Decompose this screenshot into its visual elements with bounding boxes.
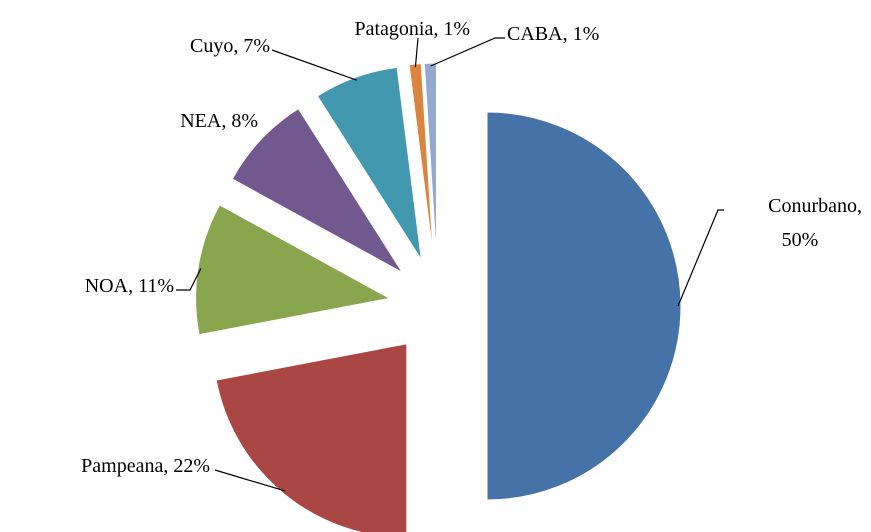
label-category: Patagonia (354, 18, 433, 40)
data-label: NOA, 11% (85, 275, 174, 297)
leader-line (677, 209, 724, 307)
label-category: Pampeana (81, 455, 163, 477)
leader-line (271, 49, 357, 81)
data-label: NEA, 8% (180, 110, 258, 132)
label-value: 22% (173, 455, 210, 477)
data-label: Patagonia, 1% (354, 18, 470, 40)
leader-line (430, 37, 505, 67)
label-value: 1% (443, 18, 470, 40)
leader-line (214, 469, 286, 492)
data-label: Pampeana, 22% (81, 455, 210, 477)
label-value: 1% (573, 23, 600, 45)
label-value: 8% (231, 110, 258, 132)
label-category: Conurbano (768, 195, 857, 217)
label-value: 50% (782, 229, 819, 251)
pie-slice (215, 343, 408, 532)
pie-slice (231, 107, 403, 273)
leader-line (176, 268, 202, 291)
label-value: 7% (243, 35, 270, 57)
pie-slice (195, 204, 392, 336)
label-category: NEA (180, 110, 222, 132)
data-label: Conurbano, 50% (768, 195, 862, 251)
pie-slice (316, 66, 422, 261)
data-label: CABA, 1% (507, 23, 599, 45)
label-category: NOA (85, 275, 129, 297)
data-label: Cuyo, 7% (190, 35, 270, 57)
pie-slice (486, 111, 682, 501)
label-value: 11% (138, 275, 174, 297)
label-category: CABA (507, 23, 563, 45)
label-category: Cuyo (190, 35, 233, 57)
leader-line (414, 37, 419, 68)
